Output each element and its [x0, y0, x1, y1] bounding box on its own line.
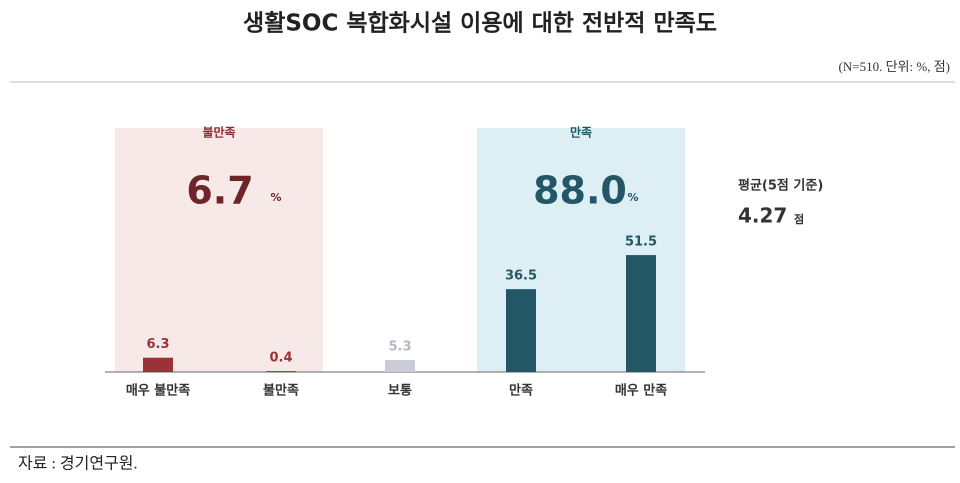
group-total: 6.7 — [186, 169, 253, 213]
chart-title: 생활SOC 복합화시설 이용에 대한 전반적 만족도 — [243, 11, 717, 37]
group-label: 불만족 — [202, 125, 235, 140]
unit-note: (N=510. 단위: %, 점) — [839, 59, 950, 74]
group-box — [115, 128, 323, 372]
bar — [626, 255, 656, 372]
x-tick-label: 매우 불만족 — [126, 383, 190, 399]
bar — [143, 357, 173, 372]
group-unit: % — [270, 191, 281, 204]
value-label: 5.3 — [388, 339, 411, 354]
x-tick-label: 보통 — [388, 384, 412, 399]
average-value: 4.27 — [738, 204, 787, 228]
group-unit: % — [627, 191, 638, 204]
bar — [385, 359, 415, 372]
bar — [266, 371, 296, 372]
group-label: 만족 — [570, 125, 592, 140]
x-tick-label: 불만족 — [263, 383, 299, 399]
value-label: 36.5 — [505, 269, 537, 284]
average-unit: 점 — [794, 212, 804, 226]
x-tick-label: 매우 만족 — [615, 383, 667, 399]
value-label: 0.4 — [269, 351, 292, 366]
x-tick-label: 만족 — [509, 383, 533, 399]
average-label: 평균(5점 기준) — [738, 178, 823, 194]
value-label: 6.3 — [146, 337, 169, 352]
value-label: 51.5 — [625, 235, 657, 250]
source: 자료 : 경기연구원. — [18, 455, 138, 473]
bar — [506, 289, 536, 372]
group-total: 88.0 — [533, 169, 627, 213]
